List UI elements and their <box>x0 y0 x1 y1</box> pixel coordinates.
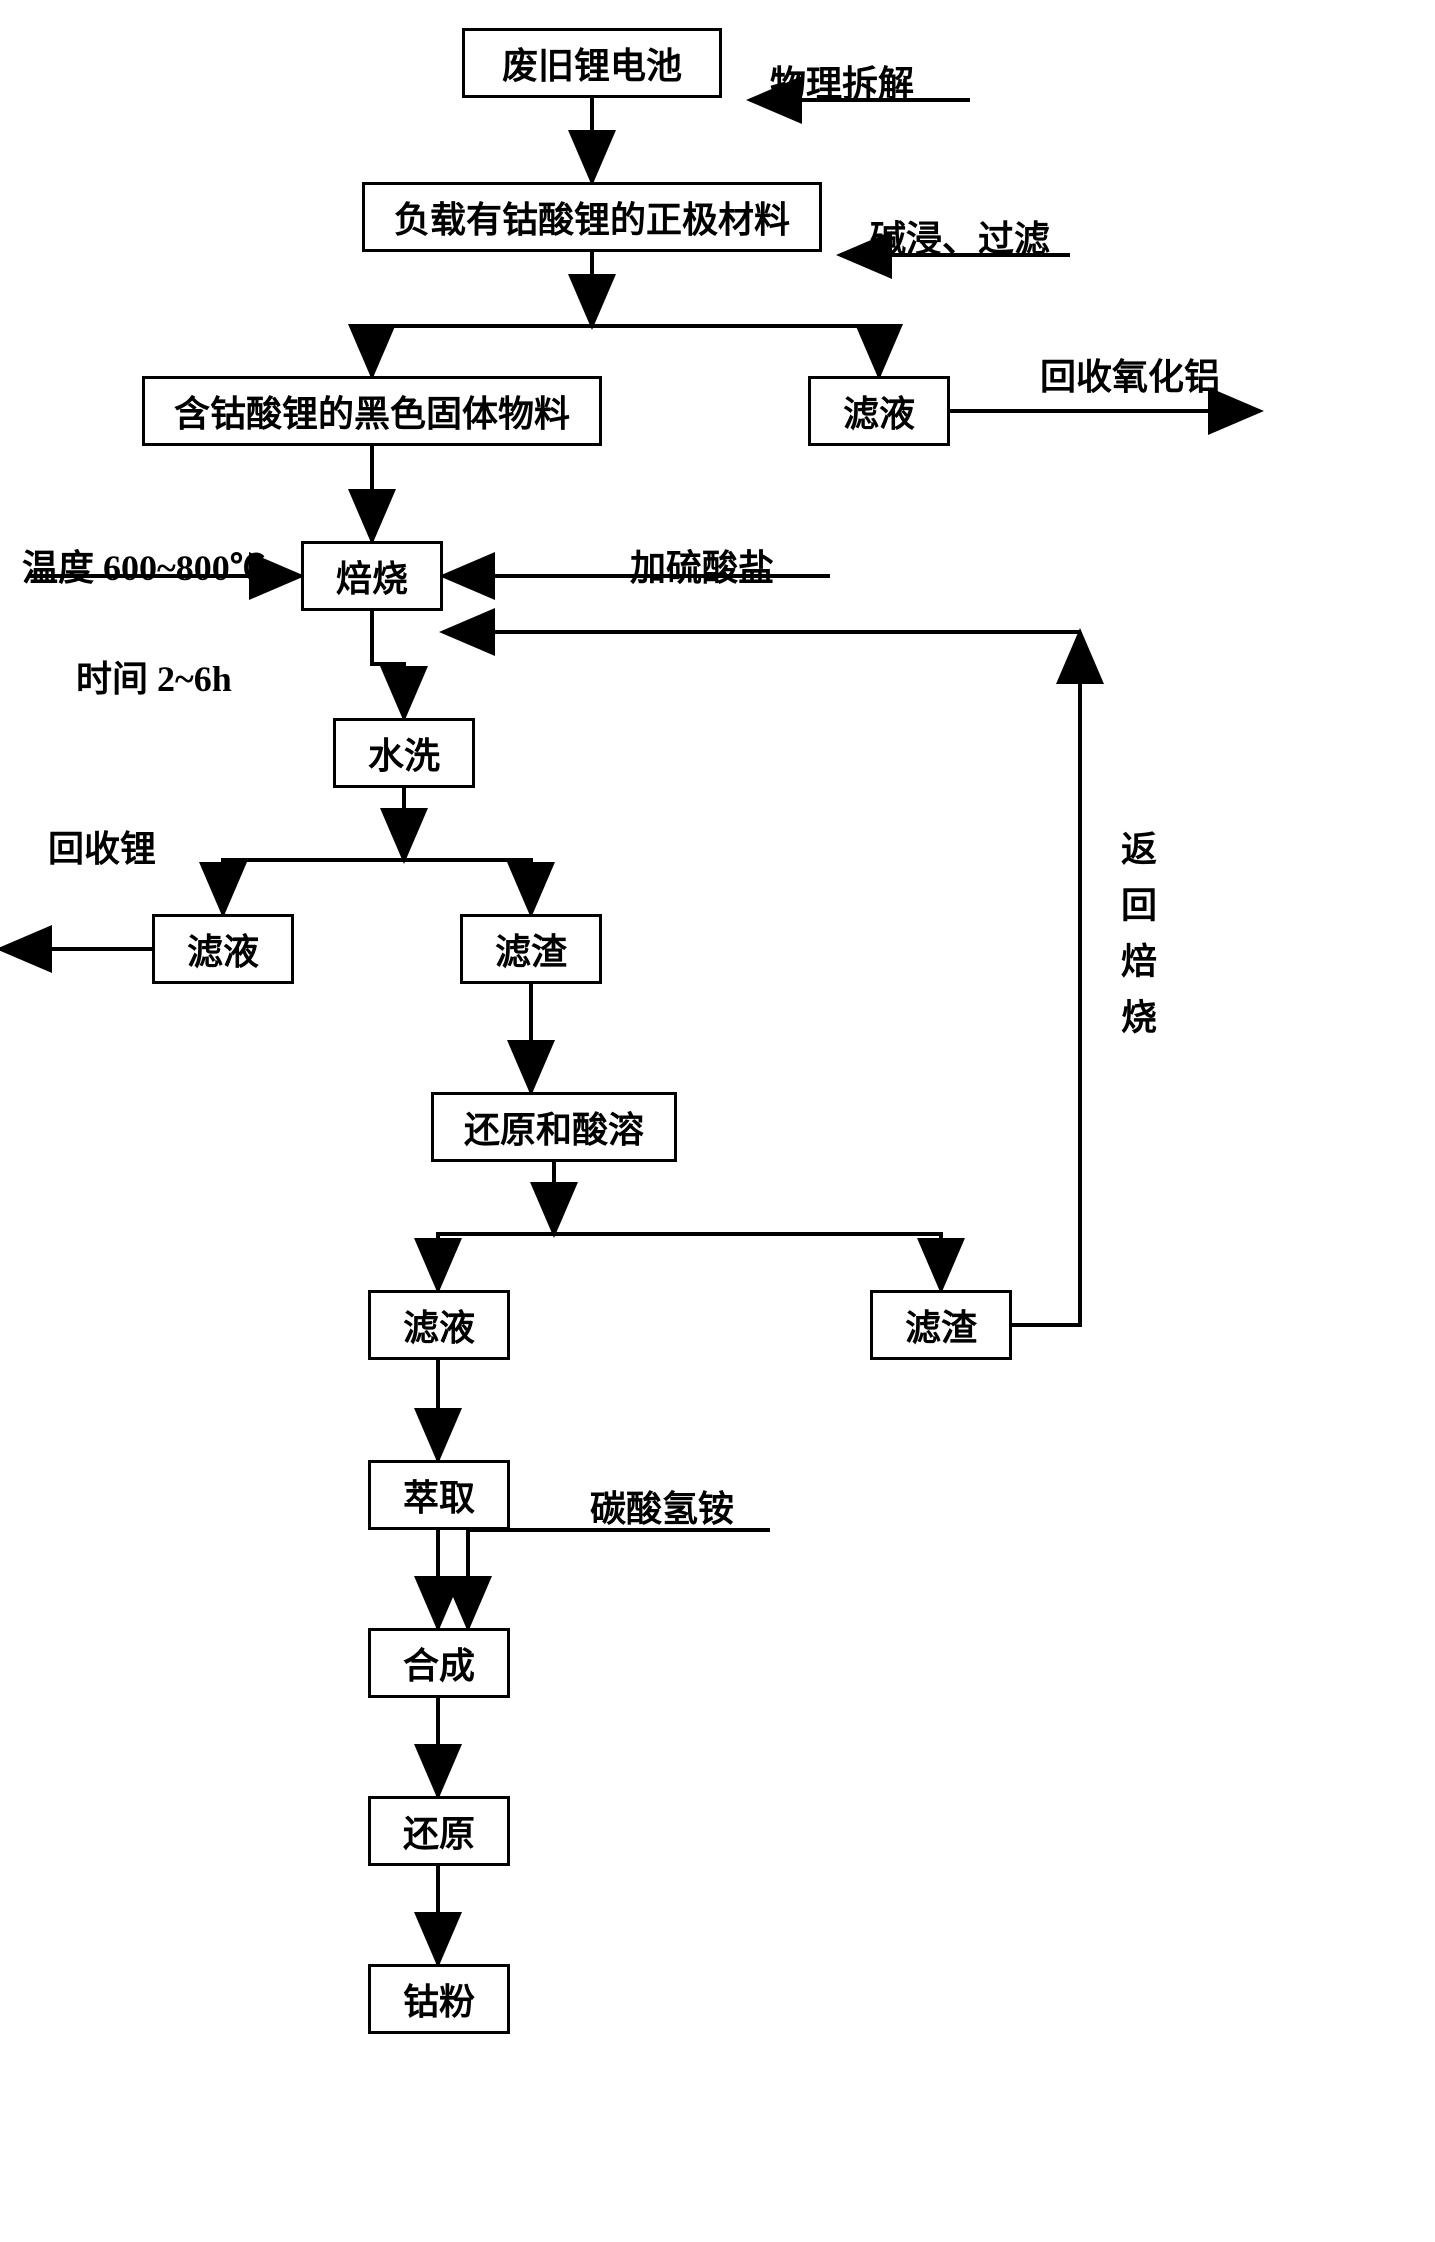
node-filtrate-1: 滤液 <box>808 376 950 446</box>
node-roasting: 焙烧 <box>301 541 443 611</box>
node-extraction: 萃取 <box>368 1460 510 1530</box>
flowchart-connectors <box>0 0 1435 2242</box>
arrow <box>1012 632 1080 1325</box>
node-filtrate-3: 滤液 <box>368 1290 510 1360</box>
node-waste-battery: 废旧锂电池 <box>462 28 722 98</box>
arrow <box>223 860 404 914</box>
arrow <box>554 1234 941 1290</box>
arrow <box>438 1234 554 1290</box>
label-recover-alumina: 回收氧化铝 <box>1040 348 1220 400</box>
label-recover-lithium: 回收锂 <box>48 820 156 872</box>
node-black-solid: 含钴酸锂的黑色固体物料 <box>142 376 602 446</box>
label-add-sulfate: 加硫酸盐 <box>630 539 774 591</box>
node-reduction: 还原 <box>368 1796 510 1866</box>
node-reduction-acid: 还原和酸溶 <box>431 1092 677 1162</box>
label-ammonium-bicarb: 碳酸氢铵 <box>590 1480 734 1532</box>
arrow <box>404 860 531 914</box>
arrow <box>372 326 592 376</box>
label-time: 时间 2~6h <box>76 650 232 702</box>
node-residue-2: 滤渣 <box>870 1290 1012 1360</box>
node-positive-material: 负载有钴酸锂的正极材料 <box>362 182 822 252</box>
arrow <box>468 1530 770 1628</box>
label-alkali-leach: 碱浸、过滤 <box>870 210 1050 262</box>
arrow <box>592 326 879 376</box>
label-temperature: 温度 600~800℃ <box>22 539 266 591</box>
label-physical-disassembly: 物理拆解 <box>770 55 914 107</box>
node-cobalt-powder: 钴粉 <box>368 1964 510 2034</box>
label-return-roasting: 返回焙烧 <box>1110 830 1162 1054</box>
arrow <box>372 611 404 718</box>
node-residue-1: 滤渣 <box>460 914 602 984</box>
node-synthesis: 合成 <box>368 1628 510 1698</box>
node-filtrate-2: 滤液 <box>152 914 294 984</box>
node-water-wash: 水洗 <box>333 718 475 788</box>
